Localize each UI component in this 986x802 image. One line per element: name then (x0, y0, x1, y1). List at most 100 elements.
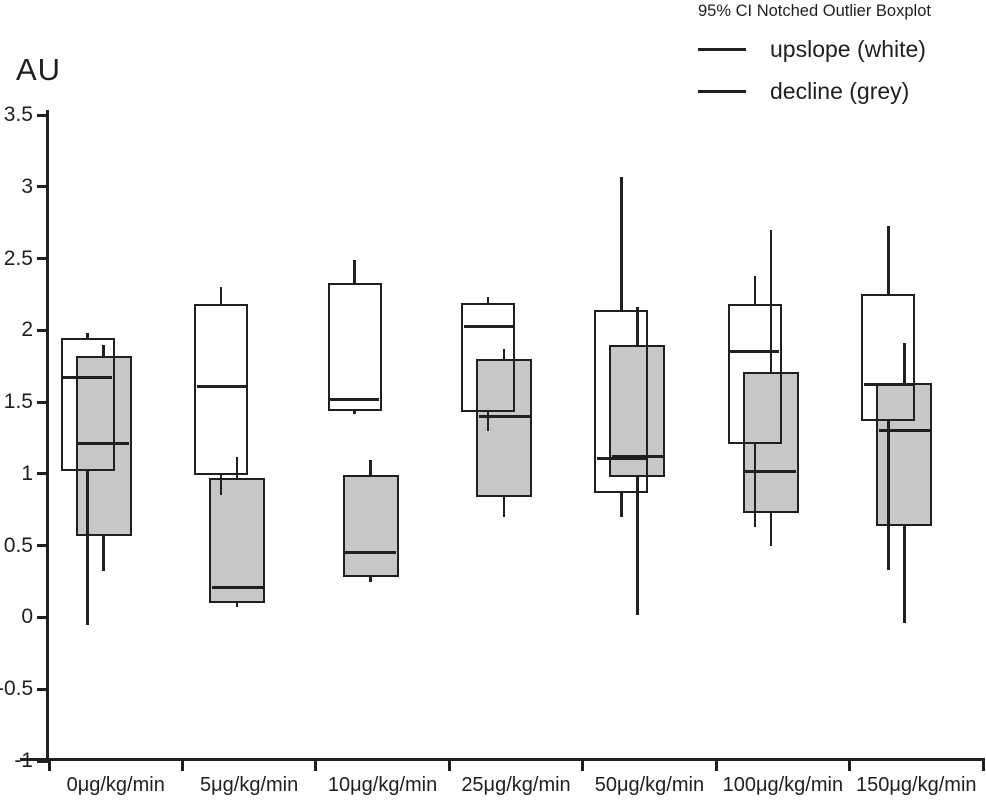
y-tick (37, 400, 47, 404)
whisker-lower-upslope-6 (887, 420, 890, 571)
y-tick (37, 328, 47, 332)
x-tick (848, 757, 852, 771)
median-decline-3 (478, 414, 530, 418)
whisker-upper-decline-4 (636, 307, 639, 345)
y-tick-label: 3 (21, 174, 33, 198)
x-tick-label: 5μg/kg/min (200, 774, 299, 796)
x-tick-label: 25μg/kg/min (461, 774, 571, 796)
median-upslope-6 (863, 383, 913, 387)
x-tick (447, 757, 451, 771)
whisker-upper-decline-3 (502, 348, 506, 360)
median-upslope-0 (63, 376, 113, 380)
legend-title: 95% CI Notched Outlier Boxplot (698, 2, 931, 20)
box-decline-0 (75, 356, 132, 536)
median-decline-2 (345, 551, 397, 555)
box-upslope-4 (594, 310, 649, 493)
median-decline-0 (78, 442, 130, 446)
y-tick-label: -1 (14, 749, 33, 772)
whisker-lower-upslope-3 (486, 412, 490, 431)
legend-item-upslope: upslope (white) (686, 36, 982, 63)
whisker-upper-upslope-1 (219, 287, 223, 305)
box-upslope-1 (194, 304, 249, 476)
whisker-lower-decline-4 (636, 476, 639, 615)
whisker-upper-upslope-3 (486, 297, 490, 304)
y-tick-label: 0.5 (3, 533, 33, 557)
whisker-lower-decline-5 (769, 512, 773, 546)
x-axis-line (20, 757, 983, 761)
median-decline-1 (211, 585, 263, 589)
y-tick (37, 544, 47, 548)
whisker-upper-upslope-6 (887, 225, 890, 295)
whisker-lower-decline-6 (903, 525, 906, 624)
whisker-lower-decline-2 (369, 577, 372, 582)
decline-line-swatch-icon (698, 90, 746, 93)
whisker-upper-upslope-5 (753, 275, 757, 305)
x-tick (714, 757, 718, 771)
whisker-upper-upslope-0 (86, 333, 89, 338)
box-upslope-0 (60, 337, 115, 471)
median-upslope-1 (196, 384, 246, 388)
whisker-upper-upslope-4 (620, 176, 623, 311)
box-decline-1 (209, 478, 266, 604)
whisker-lower-upslope-5 (753, 443, 757, 527)
x-tick (47, 757, 51, 771)
box-upslope-6 (861, 294, 916, 421)
box-upslope-2 (327, 282, 382, 411)
y-tick-label: 0 (21, 605, 33, 629)
y-axis-title: AU (16, 52, 62, 87)
whisker-upper-upslope-2 (353, 259, 356, 283)
x-tick (581, 757, 585, 771)
x-tick (981, 757, 985, 771)
y-tick-label: 2.5 (3, 246, 33, 270)
whisker-upper-decline-2 (369, 459, 372, 476)
x-tick (180, 757, 184, 771)
median-decline-5 (745, 469, 797, 473)
legend: 95% CI Notched Outlier Boxplot upslope (… (686, 2, 982, 105)
x-tick-label: 100μg/kg/min (722, 774, 844, 796)
whisker-lower-decline-3 (502, 496, 506, 517)
y-tick (37, 687, 47, 691)
median-upslope-4 (596, 456, 646, 460)
y-tick (37, 113, 47, 117)
y-axis-line (45, 110, 49, 763)
whisker-lower-upslope-0 (86, 471, 89, 625)
whisker-lower-upslope-2 (353, 410, 356, 414)
box-decline-4 (609, 344, 666, 477)
y-tick-label: 3.5 (3, 103, 33, 126)
legend-label-upslope: upslope (white) (770, 36, 926, 62)
box-upslope-5 (727, 304, 782, 444)
y-tick (37, 472, 47, 476)
median-upslope-5 (730, 350, 780, 354)
whisker-lower-upslope-1 (219, 475, 223, 496)
box-decline-2 (342, 475, 399, 578)
x-tick-label: 50μg/kg/min (594, 774, 705, 796)
y-tick-label: 1 (21, 461, 33, 485)
whisker-upper-decline-1 (235, 456, 239, 479)
whisker-lower-decline-1 (235, 603, 239, 608)
whisker-upper-decline-0 (102, 344, 105, 357)
median-decline-6 (878, 429, 930, 433)
y-tick (37, 185, 47, 189)
box-decline-6 (876, 383, 933, 526)
y-tick (37, 257, 47, 261)
box-upslope-3 (461, 303, 515, 413)
upslope-line-swatch-icon (698, 48, 746, 51)
y-tick (37, 759, 47, 763)
legend-item-decline: decline (grey) (686, 78, 982, 105)
x-tick-label: 10μg/kg/min (327, 774, 438, 796)
legend-label-decline: decline (grey) (770, 78, 910, 104)
x-tick-label: 150μg/kg/min (856, 774, 977, 796)
whisker-upper-decline-5 (769, 229, 773, 372)
x-tick-label: 0μg/kg/min (66, 774, 165, 796)
whisker-lower-decline-0 (102, 535, 105, 572)
x-tick (314, 757, 318, 771)
median-upslope-3 (463, 324, 513, 328)
y-tick-label: -0.5 (0, 677, 34, 701)
whisker-lower-upslope-4 (620, 492, 623, 517)
y-tick (37, 615, 47, 619)
box-decline-3 (476, 359, 532, 497)
y-tick-label: 1.5 (3, 390, 33, 414)
whisker-upper-decline-6 (903, 343, 906, 384)
